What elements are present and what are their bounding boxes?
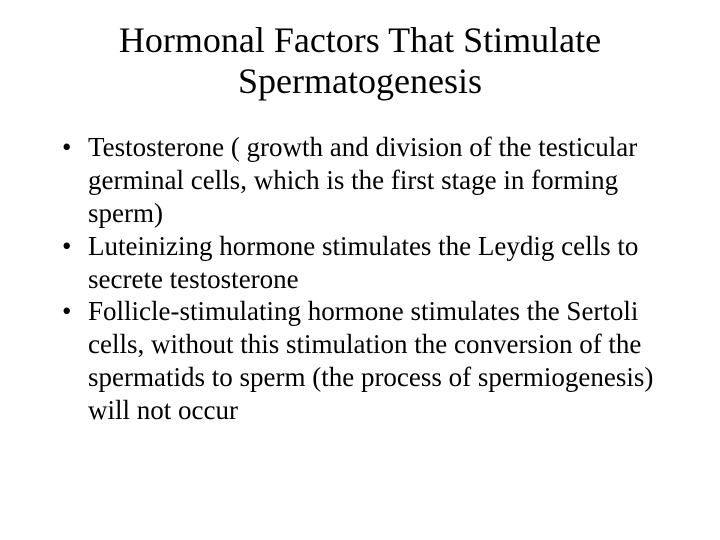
bullet-list: Testosterone ( growth and division of th… xyxy=(40,131,680,427)
slide-title: Hormonal Factors That Stimulate Spermato… xyxy=(40,20,680,103)
slide: Hormonal Factors That Stimulate Spermato… xyxy=(0,0,720,540)
list-item: Testosterone ( growth and division of th… xyxy=(60,131,670,230)
list-item: Follicle-stimulating hormone stimulates … xyxy=(60,295,670,427)
list-item: Luteinizing hormone stimulates the Leydi… xyxy=(60,230,670,296)
